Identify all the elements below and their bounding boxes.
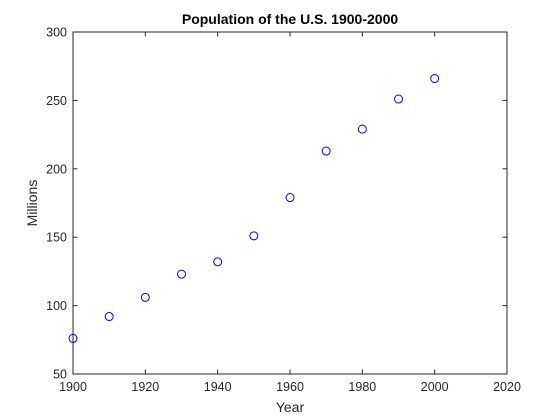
data-point (321, 146, 331, 156)
y-tick-label: 250 (46, 94, 67, 108)
data-point (140, 292, 150, 302)
x-tick-labels: 1900 1920 1940 1960 1980 2000 2020 (59, 380, 521, 394)
x-axis-label: Year (276, 399, 305, 415)
plot-area (72, 31, 508, 375)
data-point (68, 333, 78, 343)
y-tick-label: 100 (46, 299, 67, 313)
x-tick-label: 1920 (131, 380, 159, 394)
x-tick-label: 1900 (59, 380, 87, 394)
data-point (177, 269, 186, 279)
x-tick-label: 2000 (421, 380, 449, 394)
data-point (213, 257, 223, 267)
x-tick-label: 2020 (493, 380, 521, 394)
data-point (104, 312, 114, 322)
chart-title: Population of the U.S. 1900-2000 (182, 11, 398, 27)
y-tick-label: 150 (46, 231, 67, 245)
y-axis-label: Millions (24, 180, 40, 227)
data-point (357, 124, 367, 134)
data-point (430, 74, 440, 84)
y-tick-label: 50 (53, 368, 67, 382)
axis-ticks (72, 31, 508, 375)
data-point (394, 94, 403, 104)
data-points (68, 74, 440, 343)
data-point (285, 193, 295, 203)
y-tick-labels: 50 100 150 200 250 300 (46, 26, 67, 382)
x-tick-label: 1940 (204, 380, 232, 394)
y-tick-label: 200 (46, 162, 67, 176)
x-tick-label: 1980 (348, 380, 376, 394)
x-tick-label: 1960 (276, 380, 304, 394)
y-tick-label: 300 (46, 26, 67, 40)
data-point (249, 231, 259, 241)
